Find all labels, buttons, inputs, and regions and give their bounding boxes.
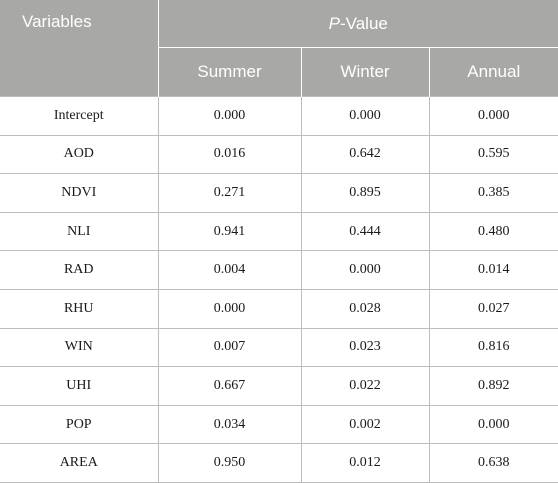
cell-annual: 0.385 — [428, 173, 558, 213]
table-row: RAD 0.004 0.000 0.014 — [0, 250, 558, 290]
cell-annual: 0.816 — [428, 327, 558, 368]
table-header: Variables P-Value Summer Winter Annual — [0, 0, 558, 97]
cell-summer: 0.941 — [157, 211, 302, 252]
pvalue-header: P-Value — [158, 0, 558, 48]
table-row: NDVI 0.271 0.895 0.385 — [0, 173, 558, 213]
cell-variable: Intercept — [0, 96, 159, 136]
pvalue-header-suffix: -Value — [339, 13, 388, 33]
cell-summer: 0.007 — [157, 327, 302, 368]
cell-variable: WIN — [0, 327, 159, 368]
cell-variable: NLI — [0, 211, 159, 252]
table-row: AOD 0.016 0.642 0.595 — [0, 134, 558, 175]
cell-variable: AREA — [0, 443, 159, 483]
cell-summer: 0.667 — [157, 366, 302, 406]
table-row: AREA 0.950 0.012 0.638 — [0, 443, 558, 483]
cell-annual: 0.000 — [428, 96, 558, 136]
cell-winter: 0.023 — [300, 327, 430, 368]
cell-summer: 0.016 — [157, 134, 302, 175]
cell-variable: RHU — [0, 288, 159, 329]
column-header-winter: Winter — [301, 47, 430, 97]
cell-winter: 0.642 — [300, 134, 430, 175]
table-row: RHU 0.000 0.028 0.027 — [0, 288, 558, 329]
cell-annual: 0.000 — [428, 404, 558, 445]
cell-annual: 0.595 — [428, 134, 558, 175]
cell-variable: RAD — [0, 250, 159, 290]
cell-summer: 0.000 — [157, 288, 302, 329]
cell-winter: 0.002 — [300, 404, 430, 445]
table-row: POP 0.034 0.002 0.000 — [0, 404, 558, 445]
cell-winter: 0.000 — [300, 96, 430, 136]
cell-winter: 0.895 — [300, 173, 430, 213]
cell-annual: 0.014 — [428, 250, 558, 290]
column-header-summer: Summer — [158, 47, 302, 97]
cell-summer: 0.000 — [157, 96, 302, 136]
cell-winter: 0.012 — [300, 443, 430, 483]
table-row: UHI 0.667 0.022 0.892 — [0, 366, 558, 406]
cell-winter: 0.444 — [300, 211, 430, 252]
table-row: WIN 0.007 0.023 0.816 — [0, 327, 558, 368]
cell-variable: AOD — [0, 134, 159, 175]
cell-winter: 0.022 — [300, 366, 430, 406]
column-header-annual: Annual — [429, 47, 558, 97]
cell-annual: 0.480 — [428, 211, 558, 252]
cell-summer: 0.271 — [157, 173, 302, 213]
cell-variable: POP — [0, 404, 159, 445]
cell-variable: UHI — [0, 366, 159, 406]
table-body: Intercept 0.000 0.000 0.000 AOD 0.016 0.642 0.5… — [0, 96, 558, 483]
cell-annual: 0.638 — [428, 443, 558, 483]
cell-annual: 0.892 — [428, 366, 558, 406]
cell-summer: 0.034 — [157, 404, 302, 445]
cell-variable: NDVI — [0, 173, 159, 213]
cell-annual: 0.027 — [428, 288, 558, 329]
pvalue-header-italic: P — [328, 13, 340, 33]
cell-summer: 0.004 — [157, 250, 302, 290]
cell-winter: 0.000 — [300, 250, 430, 290]
cell-summer: 0.950 — [157, 443, 302, 483]
cell-winter: 0.028 — [300, 288, 430, 329]
table-row: Intercept 0.000 0.000 0.000 — [0, 96, 558, 136]
table-row: NLI 0.941 0.444 0.480 — [0, 211, 558, 252]
variables-header: Variables — [0, 0, 159, 97]
